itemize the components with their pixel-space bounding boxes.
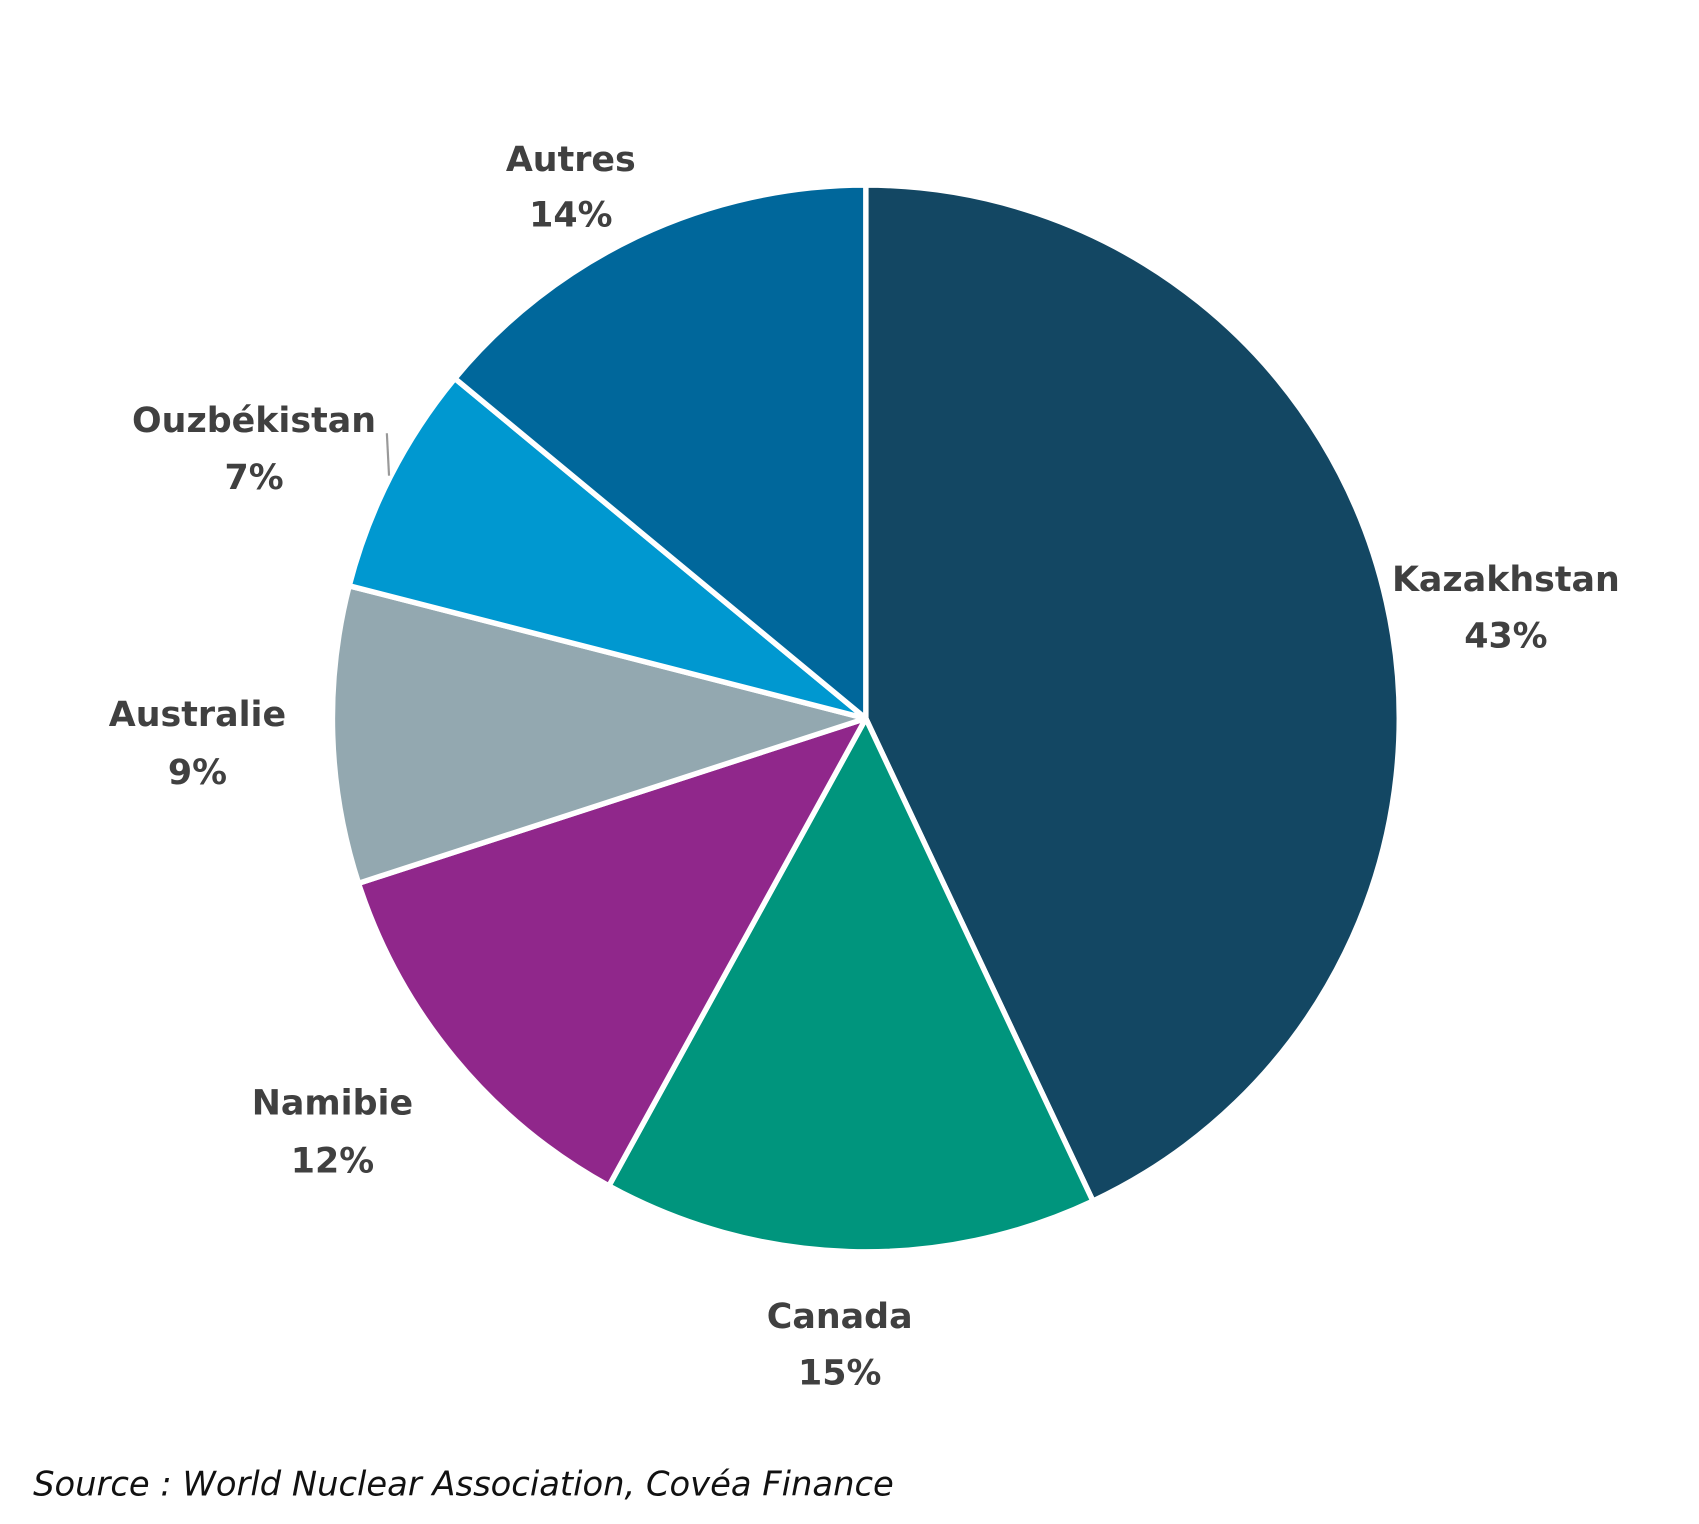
slice-namibie [355, 715, 869, 1189]
value-australie: 9% [168, 753, 227, 793]
label-autres: Autres [506, 140, 636, 180]
slice-autres [452, 182, 869, 722]
slice-ouzbekistan [346, 375, 869, 722]
slice-australie [329, 583, 869, 887]
slice-kazakhstan [863, 182, 1402, 1204]
source-note: Source : World Nuclear Association, Cové… [33, 1465, 894, 1504]
label-kazakhstan: Kazakhstan [1392, 560, 1620, 600]
label-ouzbekistan: Ouzbékistan [132, 401, 376, 441]
value-ouzbekistan: 7% [224, 458, 283, 498]
label-namibie: Namibie [252, 1084, 413, 1124]
value-namibie: 12% [291, 1141, 374, 1181]
slice-canada [606, 715, 1096, 1255]
value-autres: 14% [529, 195, 612, 235]
value-canada: 15% [798, 1354, 881, 1394]
label-australie: Australie [109, 695, 286, 735]
leader-line-ouzbekistan [385, 433, 391, 476]
value-kazakhstan: 43% [1464, 617, 1547, 657]
label-canada: Canada [767, 1297, 913, 1337]
pie-slices [329, 182, 1402, 1255]
data-labels: Kazakhstan 43% Canada 15% Namibie 12% Au… [109, 140, 1620, 1394]
